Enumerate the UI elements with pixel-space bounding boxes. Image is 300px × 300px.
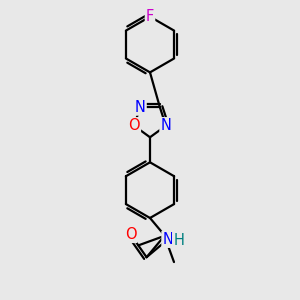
Text: N: N	[160, 118, 171, 133]
Text: O: O	[125, 227, 136, 242]
Text: N: N	[163, 232, 173, 247]
Text: H: H	[173, 233, 184, 248]
Text: N: N	[135, 100, 146, 115]
Text: F: F	[146, 9, 154, 24]
Text: O: O	[128, 118, 140, 133]
